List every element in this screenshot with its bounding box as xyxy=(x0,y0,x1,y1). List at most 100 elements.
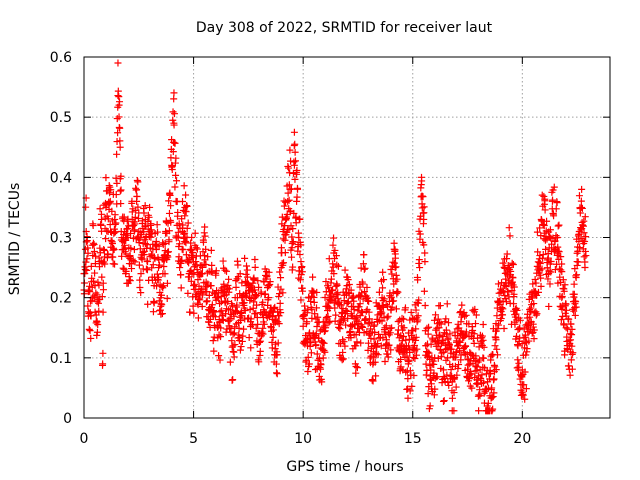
data-point xyxy=(184,289,192,297)
data-point xyxy=(289,263,297,271)
data-point xyxy=(567,356,575,364)
data-point xyxy=(216,318,224,326)
data-point xyxy=(432,311,440,319)
data-point xyxy=(137,270,145,278)
data-point xyxy=(87,334,95,342)
data-point xyxy=(82,258,90,266)
data-point xyxy=(148,252,156,260)
data-point xyxy=(531,288,539,296)
data-point xyxy=(181,203,189,211)
x-axis-label: GPS time / hours xyxy=(286,459,403,475)
data-point xyxy=(420,215,428,223)
data-point xyxy=(269,333,277,341)
data-point xyxy=(277,274,285,282)
data-point xyxy=(363,283,371,291)
data-point xyxy=(568,325,576,333)
data-point xyxy=(230,329,238,337)
data-point xyxy=(288,233,296,241)
data-point xyxy=(133,197,141,205)
data-point xyxy=(550,183,558,191)
data-point xyxy=(146,203,154,211)
data-point xyxy=(566,330,574,338)
data-point xyxy=(182,251,190,259)
data-point xyxy=(580,253,588,261)
data-point xyxy=(554,243,562,251)
data-point xyxy=(86,297,94,305)
data-point xyxy=(426,372,434,380)
data-point xyxy=(499,259,507,267)
data-point xyxy=(114,59,122,67)
data-point xyxy=(501,295,509,303)
data-point xyxy=(393,275,401,283)
data-point xyxy=(285,196,293,204)
data-point xyxy=(292,219,300,227)
data-point xyxy=(190,309,198,317)
data-point xyxy=(235,324,243,332)
data-point xyxy=(163,279,171,287)
data-point xyxy=(229,376,237,384)
data-point xyxy=(509,274,517,282)
data-point xyxy=(272,360,280,368)
data-point xyxy=(384,312,392,320)
data-point xyxy=(109,253,117,261)
data-point xyxy=(468,351,476,359)
data-point xyxy=(249,304,257,312)
data-point xyxy=(252,309,260,317)
data-point xyxy=(360,251,368,259)
data-point xyxy=(408,382,416,390)
data-point xyxy=(528,294,536,302)
data-point xyxy=(467,370,475,378)
data-point xyxy=(390,239,398,247)
data-point xyxy=(245,334,253,342)
data-point xyxy=(390,297,398,305)
data-point xyxy=(547,257,555,265)
data-point xyxy=(433,373,441,381)
data-point xyxy=(448,394,456,402)
data-point xyxy=(546,280,554,288)
data-point xyxy=(572,303,580,311)
data-point xyxy=(225,285,233,293)
data-point xyxy=(281,236,289,244)
data-point xyxy=(285,164,293,172)
data-point xyxy=(304,305,312,313)
data-point xyxy=(353,364,361,372)
data-point xyxy=(220,288,228,296)
data-point xyxy=(169,116,177,124)
data-point xyxy=(93,331,101,339)
data-point xyxy=(99,308,107,316)
data-point xyxy=(281,222,289,230)
data-point xyxy=(582,233,590,241)
data-point xyxy=(415,256,423,264)
data-point xyxy=(134,178,142,186)
data-point xyxy=(185,255,193,263)
data-point xyxy=(364,339,372,347)
data-point xyxy=(296,276,304,284)
data-point xyxy=(461,332,469,340)
data-point xyxy=(107,236,115,244)
data-point xyxy=(96,249,104,257)
data-point xyxy=(306,329,314,337)
data-point xyxy=(212,267,220,275)
data-point xyxy=(310,298,318,306)
data-point xyxy=(538,265,546,273)
data-point xyxy=(373,343,381,351)
data-point xyxy=(508,259,516,267)
data-point xyxy=(208,261,216,269)
data-point xyxy=(219,257,227,265)
data-point xyxy=(277,285,285,293)
data-point xyxy=(127,229,135,237)
data-point xyxy=(427,340,435,348)
data-point xyxy=(497,315,505,323)
data-point xyxy=(192,258,200,266)
data-point xyxy=(557,266,565,274)
data-point xyxy=(562,306,570,314)
data-point xyxy=(321,293,329,301)
data-point xyxy=(427,366,435,374)
data-point xyxy=(387,306,395,314)
data-point xyxy=(444,354,452,362)
data-point xyxy=(394,330,402,338)
data-point xyxy=(111,215,119,223)
data-point xyxy=(193,266,201,274)
data-point xyxy=(93,291,101,299)
data-point xyxy=(513,332,521,340)
